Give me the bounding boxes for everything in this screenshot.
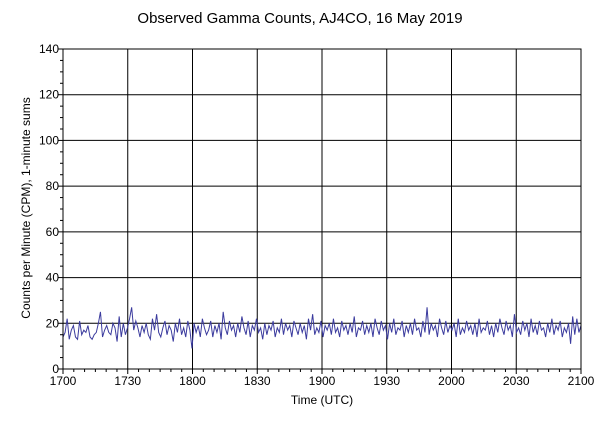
x-tick-label: 1700: [50, 374, 77, 388]
y-tick-label: 140: [39, 42, 59, 56]
x-tick-label: 2030: [503, 374, 530, 388]
x-tick-label: 1830: [244, 374, 271, 388]
x-axis-label: Time (UTC): [290, 393, 354, 407]
y-tick-label: 120: [39, 88, 59, 102]
y-tick-label: 80: [46, 179, 60, 193]
series-line: [62, 307, 582, 349]
x-tick-label: 1800: [179, 374, 206, 388]
x-tick-label: 1730: [114, 374, 141, 388]
y-tick-label: 100: [39, 133, 59, 147]
plot-frame: [62, 48, 582, 370]
y-tick-label: 60: [46, 225, 60, 239]
x-tick-label: 1930: [373, 374, 400, 388]
y-tick-label: 40: [46, 271, 60, 285]
chart-title: Observed Gamma Counts, AJ4CO, 16 May 201…: [137, 10, 463, 27]
x-tick-label: 2100: [568, 374, 595, 388]
x-tick-label: 2000: [438, 374, 465, 388]
x-tick-label: 1900: [309, 374, 336, 388]
y-tick-label: 0: [52, 362, 59, 376]
y-tick-label: 20: [46, 316, 60, 330]
